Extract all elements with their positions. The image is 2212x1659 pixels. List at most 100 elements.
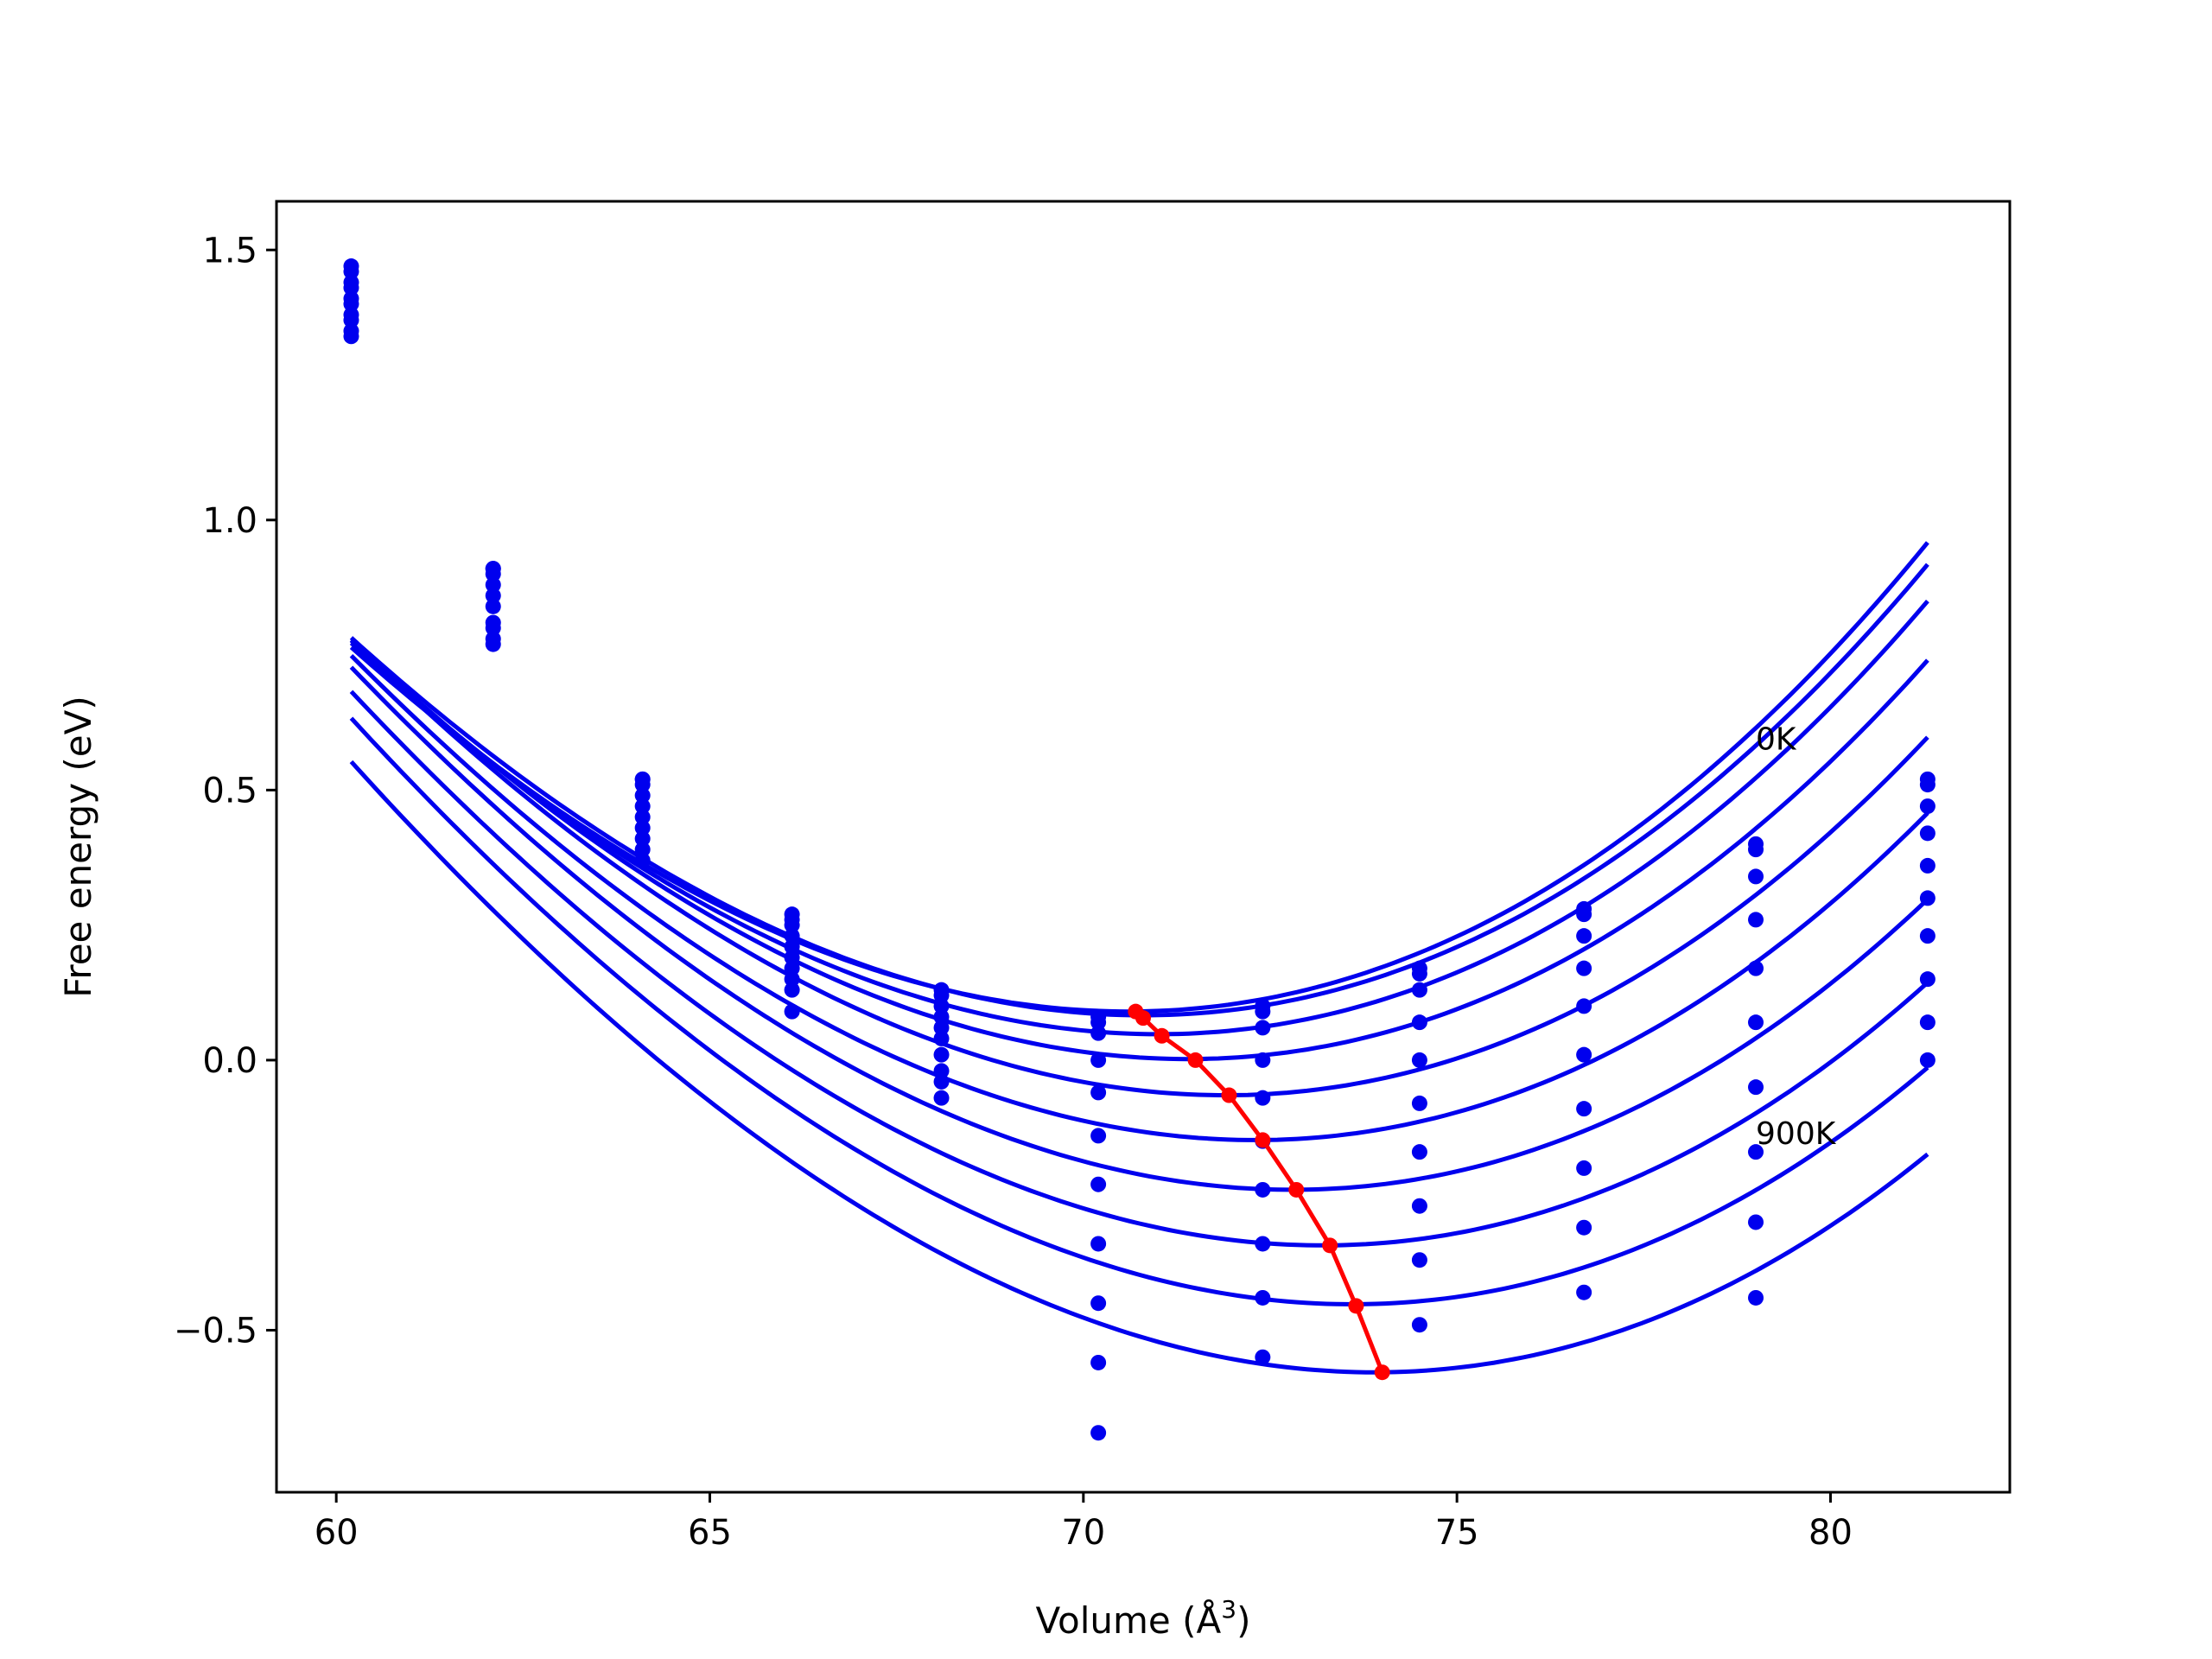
data-point <box>784 950 800 966</box>
data-point <box>784 928 800 944</box>
minimum-path-point <box>1322 1237 1338 1254</box>
data-point <box>1411 1052 1427 1068</box>
data-point <box>1090 1052 1107 1068</box>
y-axis-label: Free energy (eV) <box>57 696 99 998</box>
data-point <box>1255 1052 1271 1068</box>
fit-curve-200K <box>349 599 1929 1037</box>
data-point <box>1748 842 1764 858</box>
data-point <box>634 842 651 858</box>
data-point <box>1255 1003 1271 1020</box>
fit-curve-400K <box>349 639 1929 1097</box>
data-point <box>485 566 501 582</box>
data-point <box>1919 928 1936 944</box>
data-point <box>1255 1289 1271 1306</box>
data-point <box>1748 1289 1764 1306</box>
data-point <box>1576 960 1592 976</box>
data-point <box>784 960 800 976</box>
data-point <box>1748 960 1764 976</box>
data-point <box>634 820 651 836</box>
minimum-path-point <box>1187 1052 1204 1068</box>
data-point <box>1411 1014 1427 1031</box>
y-tick-label: 0.0 <box>202 1041 257 1081</box>
data-point <box>933 1090 950 1106</box>
data-point <box>1255 1020 1271 1036</box>
data-point <box>485 588 501 604</box>
fit-curve-600K <box>349 665 1929 1192</box>
minimum-path-point <box>1221 1087 1237 1103</box>
data-point <box>1919 971 1936 988</box>
y-tick-label: 1.0 <box>202 501 257 541</box>
x-tick-label: 75 <box>1435 1513 1479 1553</box>
data-point <box>1255 1236 1271 1252</box>
minimum-path-point <box>1255 1132 1271 1148</box>
data-point <box>1748 1144 1764 1160</box>
data-point <box>1090 1176 1107 1192</box>
data-point <box>1919 1014 1936 1031</box>
data-point <box>1576 1101 1592 1117</box>
data-point <box>1576 1284 1592 1300</box>
x-axis-label: Volume (Å3) <box>1036 1595 1251 1642</box>
data-point <box>1411 1317 1427 1333</box>
data-point <box>1411 965 1427 982</box>
data-point <box>933 998 950 1014</box>
data-point <box>634 777 651 793</box>
data-point <box>1919 777 1936 793</box>
data-point <box>343 328 359 345</box>
x-tick-label: 80 <box>1808 1513 1853 1553</box>
data-point <box>933 1073 950 1090</box>
data-point <box>784 982 800 998</box>
data-point <box>485 598 501 614</box>
data-point <box>1411 1198 1427 1214</box>
fit-curve-300K <box>349 638 1929 1062</box>
x-tick-label: 70 <box>1061 1513 1105 1553</box>
fit-curve-500K <box>349 654 1929 1142</box>
y-tick-label: −0.5 <box>174 1311 257 1351</box>
data-point <box>1090 1295 1107 1312</box>
plot-frame <box>275 200 2012 1494</box>
data-point <box>1919 825 1936 842</box>
data-point <box>1919 1052 1936 1068</box>
annotation-label: 900K <box>1756 1116 1837 1152</box>
data-point <box>634 798 651 815</box>
data-point <box>784 917 800 933</box>
data-point <box>1576 928 1592 944</box>
fit-curve-900K <box>349 760 1929 1375</box>
data-point <box>343 296 359 312</box>
data-point <box>1411 1095 1427 1111</box>
data-point <box>933 1008 950 1025</box>
data-point <box>1411 1252 1427 1268</box>
data-point <box>343 312 359 328</box>
minimum-path-point <box>1348 1298 1364 1314</box>
data-point <box>1411 982 1427 998</box>
data-point <box>634 852 651 868</box>
data-point <box>1919 857 1936 874</box>
data-point <box>1748 1214 1764 1230</box>
x-tick-label: 65 <box>688 1513 732 1553</box>
data-point <box>933 1030 950 1046</box>
minimum-path-line <box>1134 1009 1385 1374</box>
data-point <box>1090 1425 1107 1441</box>
data-point <box>634 809 651 825</box>
data-point <box>1576 1160 1592 1176</box>
data-point <box>1090 1014 1107 1031</box>
fit-curve-700K <box>349 690 1929 1248</box>
data-point <box>1748 1079 1764 1096</box>
data-point <box>1576 1046 1592 1063</box>
plot-content: 0K 900K <box>343 258 1936 1441</box>
data-point <box>1255 1349 1271 1365</box>
fit-curve-800K <box>349 716 1929 1307</box>
minimum-path-point <box>1374 1364 1390 1381</box>
minimum-path-point <box>1135 1010 1151 1027</box>
x-tick-label: 60 <box>315 1513 359 1553</box>
data-point <box>343 280 359 296</box>
data-point <box>1576 1219 1592 1236</box>
minimum-path-point <box>1154 1027 1170 1044</box>
data-point <box>1576 998 1592 1014</box>
data-point <box>1411 1144 1427 1160</box>
data-point <box>1255 1181 1271 1198</box>
data-point <box>1919 890 1936 906</box>
data-point <box>1090 1128 1107 1144</box>
data-point <box>784 938 800 955</box>
data-point <box>933 1063 950 1079</box>
data-point <box>1919 798 1936 815</box>
